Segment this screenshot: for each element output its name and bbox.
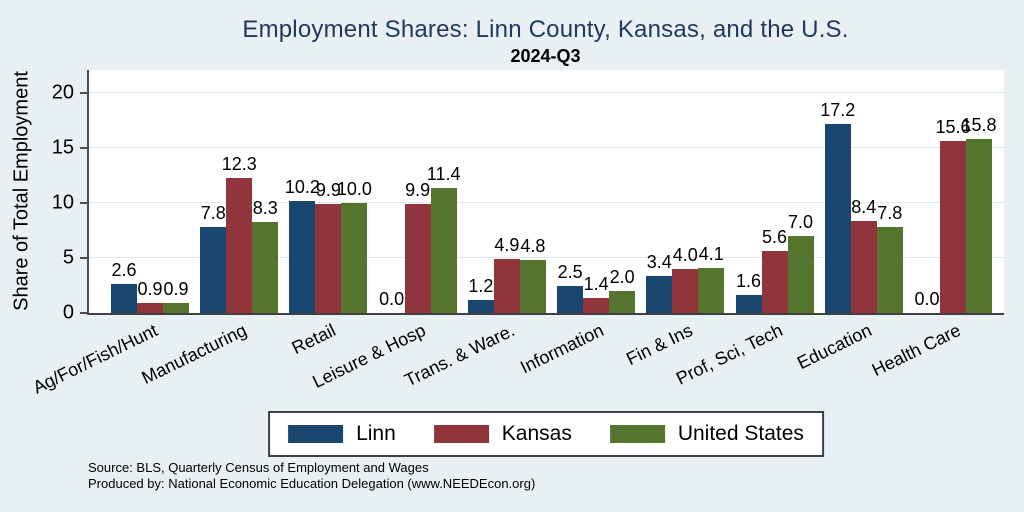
bar-value-label: 8.4 [851,196,877,217]
notes-block: Source: BLS, Quarterly Census of Employm… [88,460,535,492]
bar-kansas [404,204,431,313]
legend-color-swatch [288,425,344,443]
bar-linn [646,275,673,313]
bar-value-label: 9.9 [315,180,341,201]
bar-kansas [315,204,342,313]
bar-united-states [876,227,903,313]
bar-value-label: 17.2 [820,99,856,120]
bar-value-label: 4.0 [672,245,698,265]
bar-value-label: 7.8 [200,203,226,224]
bar-united-states [787,236,814,313]
bar-value-label: 0.9 [163,279,189,300]
legend-label: Linn [356,422,396,445]
legend-label: Kansas [501,422,572,445]
bar-value-label: 10.0 [336,179,372,199]
bar-value-label: 4.9 [494,235,520,256]
bar-value-label: 9.9 [405,180,431,201]
bar-kansas [226,177,253,313]
bar-linn [111,284,137,313]
bar-value-label: 7.0 [788,212,814,232]
y-axis-tick [80,92,87,94]
y-axis-tick-label: 20 [51,81,74,104]
bar-kansas [761,251,788,313]
bar-value-label: 2.5 [557,261,583,282]
bar-kansas [850,220,877,313]
bar-value-label: 0.9 [137,279,163,300]
legend: Linn Kansas United States [268,411,824,457]
bar-value-label: 1.6 [736,271,762,292]
legend-entry: Linn [288,422,396,446]
bar-value-label: 15.8 [961,115,997,136]
bar-value-label: 4.1 [698,243,724,264]
gridline [89,147,1004,148]
legend-label: United States [677,422,804,445]
y-axis-tick [80,147,87,149]
y-axis-tick [80,312,87,314]
legend-entry: United States [609,422,804,446]
bar-value-label: 2.6 [111,260,137,281]
bar-value-label: 1.2 [468,275,494,296]
chart-title: Employment Shares: Linn County, Kansas, … [242,16,849,43]
legend-color-swatch [433,425,489,443]
bar-united-states [698,267,725,313]
bar-value-label: 0.0 [379,289,405,309]
bar-value-label: 1.4 [583,273,609,294]
source-note: Source: BLS, Quarterly Census of Employm… [88,460,429,475]
chart-subtitle: 2024-Q3 [510,46,581,66]
legend-color-swatch [609,425,665,443]
bar-linn [557,285,584,313]
bar-value-label: 15.6 [935,117,971,138]
y-axis-tick [80,257,87,259]
gridline [89,202,1004,203]
bar-linn [467,299,494,313]
y-axis-tick-label: 0 [62,301,74,324]
y-axis-tick [80,202,87,204]
y-axis-tick-label: 10 [51,191,74,214]
bar-united-states [430,187,457,313]
y-axis-tick-label: 5 [62,246,74,269]
gridline [89,257,1004,258]
plot-area: 2.6 0.9 0.9 7.8 12.3 8.3 10.2 9.9 10.0 0.0 9.9 11.4… [87,70,1004,315]
bar-value-label: 7.8 [877,203,903,224]
bar-value-label: 0.0 [914,289,940,309]
bar-united-states [252,221,279,313]
bar-value-label: 3.4 [646,251,672,272]
bar-kansas [939,141,966,313]
gridline [89,92,1004,93]
bar-value-label: 5.6 [762,227,788,248]
bar-value-label: 2.0 [609,267,635,287]
bar-linn [824,123,851,313]
bar-linn [200,227,227,313]
bar-united-states [609,291,636,313]
producer-note: Produced by: National Economic Education… [88,476,536,491]
bar-united-states [965,139,992,313]
bar-kansas [583,297,610,313]
bar-value-label: 11.4 [426,163,461,184]
bar-kansas [137,303,163,313]
bar-linn [289,200,316,313]
bar-value-label: 10.2 [284,176,320,197]
y-axis-tick-label: 15 [51,136,74,159]
bar-value-label: 12.3 [221,153,257,174]
bar-kansas [672,269,699,313]
bar-kansas [493,259,520,313]
bar-value-label: 4.8 [520,236,546,257]
bar-linn [735,295,762,313]
bar-united-states [341,203,368,313]
bar-value-label: 8.3 [252,197,278,218]
bar-united-states [519,260,546,313]
legend-entry: Kansas [433,422,572,446]
bar-united-states [163,303,189,313]
